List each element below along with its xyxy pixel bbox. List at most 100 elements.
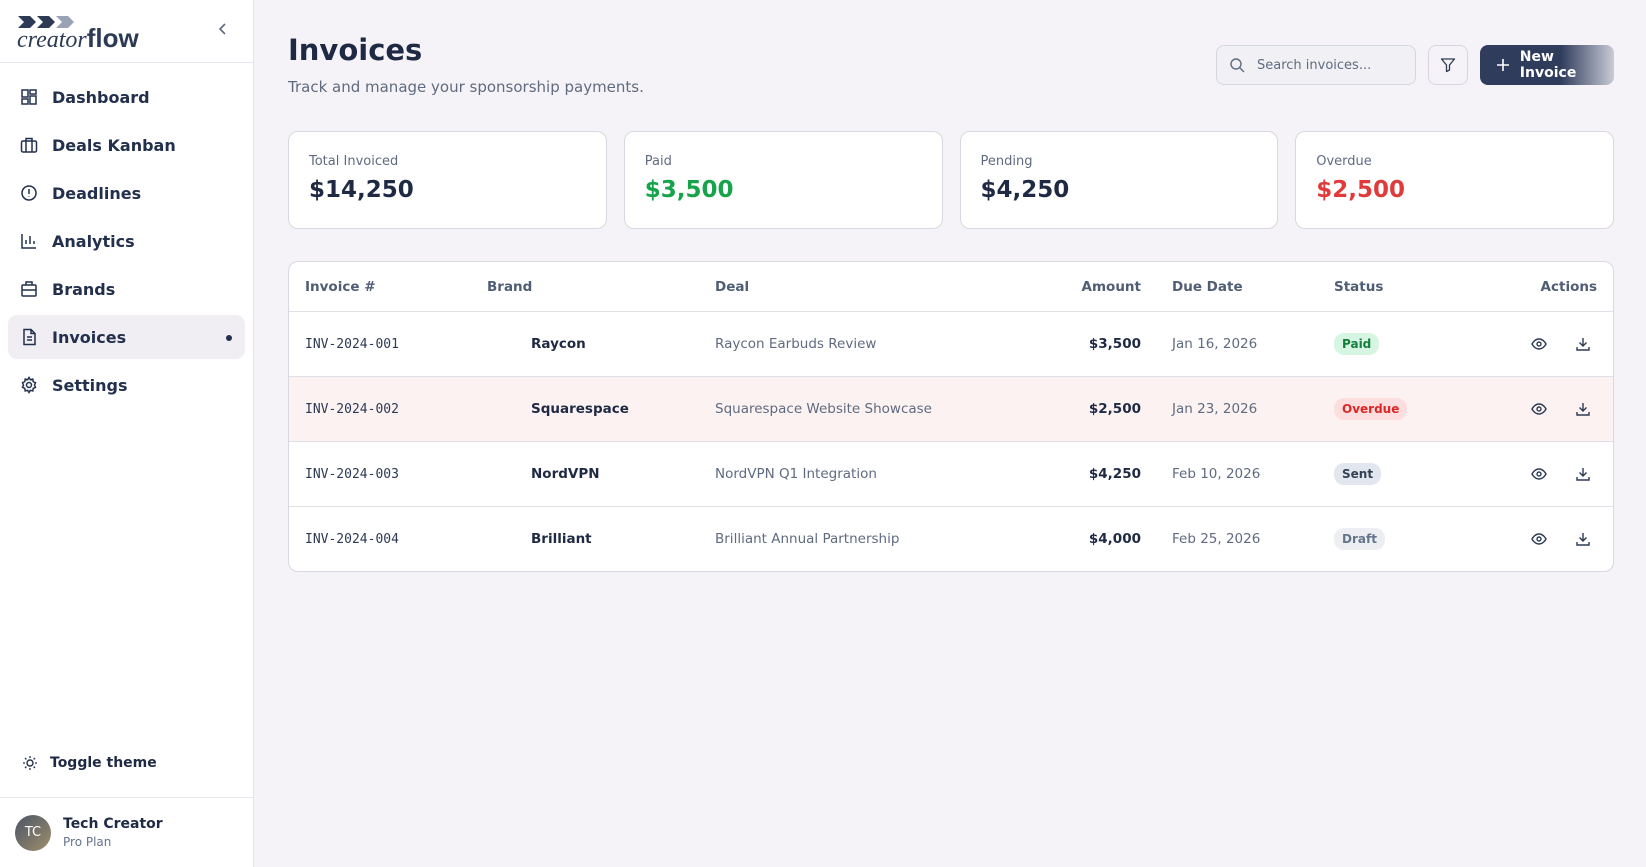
- view-icon[interactable]: [1531, 466, 1547, 482]
- logo[interactable]: creatorflow: [0, 0, 253, 63]
- toggle-label: Toggle theme: [50, 755, 157, 771]
- new-invoice-button[interactable]: New Invoice: [1480, 45, 1614, 85]
- stat-label: Paid: [644, 154, 672, 169]
- button-label: New Invoice: [1519, 49, 1577, 81]
- stat-card: Pending $4,250: [959, 131, 1279, 229]
- cell: NordVPN: [531, 466, 600, 482]
- nav-icon: [21, 281, 37, 297]
- cell: Squarespace Website Showcase: [715, 401, 932, 417]
- logo-text: creator: [17, 26, 87, 53]
- nav-item[interactable]: Dashboard: [8, 75, 245, 119]
- plus-icon: [1497, 59, 1509, 71]
- cell: Draft: [1334, 528, 1474, 550]
- cell: $3,500: [1088, 336, 1141, 352]
- view-icon[interactable]: [1531, 531, 1547, 547]
- sun-icon: [23, 756, 37, 770]
- status-pill: Draft: [1334, 528, 1385, 550]
- cell: Squarespace: [531, 401, 629, 417]
- column-header: Due Date: [1172, 278, 1243, 295]
- status-pill: Sent: [1334, 463, 1382, 485]
- nav-item[interactable]: Analytics: [8, 219, 245, 263]
- download-icon[interactable]: [1575, 401, 1591, 417]
- view-icon[interactable]: [1531, 401, 1547, 417]
- stat-card: Paid $3,500: [623, 131, 943, 229]
- search-icon: [1230, 58, 1245, 73]
- nav-label: Deals Kanban: [52, 135, 176, 155]
- cell: Brilliant Annual Partnership: [715, 531, 900, 547]
- stat-card: Overdue $2,500: [1295, 131, 1614, 229]
- table-row: INV-2024-001 Raycon Raycon Earbuds Review $…: [289, 311, 1613, 376]
- nav-item[interactable]: Settings: [8, 363, 245, 407]
- table-row: INV-2024-003 NordVPN NordVPN Q1 Integratio…: [289, 441, 1613, 506]
- nav: Dashboard Deals Kanban Deadlines Analytics B…: [0, 63, 253, 423]
- user-plan: Pro Plan: [63, 835, 112, 849]
- page-title: Invoices: [288, 33, 423, 67]
- download-icon[interactable]: [1575, 531, 1591, 547]
- nav-icon: [21, 89, 37, 105]
- cell: NordVPN Q1 Integration: [715, 466, 877, 482]
- avatar: TC: [15, 814, 51, 851]
- download-icon[interactable]: [1575, 336, 1591, 352]
- cell: Brilliant: [531, 531, 592, 547]
- column-header: Status: [1334, 278, 1384, 295]
- nav-item[interactable]: Brands: [8, 267, 245, 311]
- actions: [1474, 401, 1613, 417]
- nav-label: Analytics: [52, 231, 135, 251]
- search-placeholder: Search invoices...: [1257, 57, 1372, 73]
- cell: Raycon Earbuds Review: [715, 336, 877, 352]
- nav-item[interactable]: Invoices: [8, 315, 245, 359]
- status-pill: Overdue: [1334, 398, 1408, 420]
- stat-label: Pending: [980, 154, 1033, 169]
- nav-label: Invoices: [52, 327, 127, 347]
- nav-label: Settings: [52, 375, 128, 395]
- stats: Total Invoiced $14,250 Paid $3,500 Pending $4…: [288, 131, 1614, 229]
- stat-value: $2,500: [1316, 177, 1406, 203]
- theme-toggle[interactable]: Toggle theme: [22, 755, 157, 771]
- cell: Jan 16, 2026: [1172, 336, 1258, 352]
- stat-label: Overdue: [1316, 154, 1372, 169]
- cell: Overdue: [1334, 398, 1474, 420]
- search-input[interactable]: Search invoices...: [1216, 45, 1416, 85]
- main: Invoices Track and manage your sponsorsh…: [254, 0, 1646, 867]
- column-header: Invoice #: [305, 278, 376, 295]
- cell: Jan 23, 2026: [1172, 401, 1258, 417]
- nav-icon: [21, 234, 36, 249]
- cell: $4,000: [1088, 531, 1141, 547]
- cell: INV-2024-003: [305, 466, 399, 482]
- nav-label: Deadlines: [52, 183, 142, 203]
- nav-item[interactable]: Deals Kanban: [8, 123, 245, 167]
- stat-card: Total Invoiced $14,250: [288, 131, 607, 229]
- column-header: Deal: [715, 278, 750, 295]
- user-name: Tech Creator: [63, 816, 163, 832]
- invoice-table: Invoice # Brand Deal Amount Due Date Status Ac…: [288, 261, 1614, 572]
- status-pill: Paid: [1334, 333, 1380, 355]
- table-header: Invoice # Brand Deal Amount Due Date Status Ac…: [289, 262, 1613, 311]
- collapse-button[interactable]: [217, 22, 229, 36]
- logo-icon: [18, 16, 74, 28]
- nav-label: Brands: [52, 279, 116, 299]
- column-header: Brand: [487, 278, 533, 295]
- cell: INV-2024-001: [305, 336, 399, 352]
- nav-label: Dashboard: [52, 87, 150, 107]
- page-subtitle: Track and manage your sponsorship paymen…: [288, 78, 644, 96]
- logo-text: flow: [86, 22, 139, 53]
- stat-value: $3,500: [644, 177, 734, 203]
- download-icon[interactable]: [1575, 466, 1591, 482]
- column-header: Actions: [1540, 278, 1597, 295]
- filter-icon: [1440, 58, 1456, 73]
- cell: Sent: [1334, 463, 1474, 485]
- stat-value: $4,250: [980, 177, 1070, 203]
- filter-button[interactable]: [1428, 45, 1468, 85]
- column-header: Amount: [1081, 278, 1141, 295]
- view-icon[interactable]: [1531, 336, 1547, 352]
- user-profile[interactable]: TC Tech Creator Pro Plan: [0, 797, 253, 867]
- stat-label: Total Invoiced: [309, 154, 399, 169]
- actions: [1474, 531, 1613, 547]
- nav-item[interactable]: Deadlines: [8, 171, 245, 215]
- stat-value: $14,250: [309, 177, 414, 203]
- cell: Paid: [1334, 333, 1474, 355]
- cell: Feb 10, 2026: [1172, 466, 1261, 482]
- table-row: INV-2024-002 Squarespace Squarespace Websi…: [289, 376, 1613, 441]
